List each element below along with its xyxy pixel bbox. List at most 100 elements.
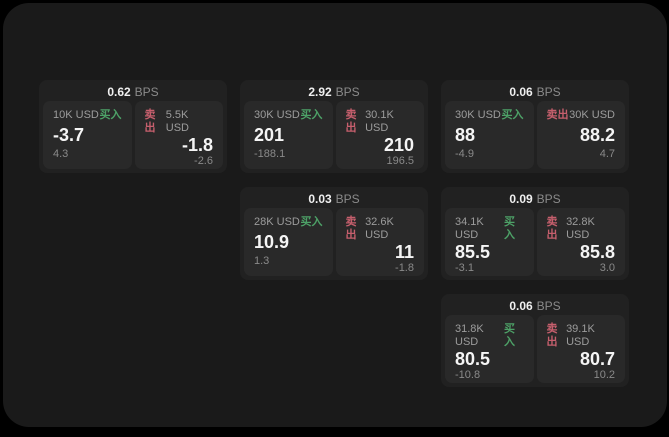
bps-value: 0.03 <box>308 192 332 206</box>
sell-quote-panel[interactable]: 卖出 32.8K USD 85.8 3.0 <box>536 208 625 276</box>
sell-notional: 32.8K USD <box>566 216 595 241</box>
sell-reference-value: 10.2 <box>593 369 615 381</box>
bps-unit-label: BPS <box>536 299 561 313</box>
bps-header: 2.92 BPS <box>244 84 424 101</box>
sell-quote-panel[interactable]: 卖出 30.1K USD 210 196.5 <box>335 101 424 169</box>
bps-header: 0.09 BPS <box>445 191 625 208</box>
buy-quote-panel[interactable]: 34.1K USD 买入 85.5 -3.1 <box>445 208 534 276</box>
buy-reference-value: -188.1 <box>254 148 286 160</box>
sell-quote-panel[interactable]: 卖出 39.1K USD 80.7 10.2 <box>536 315 625 383</box>
sell-reference-value: 4.7 <box>599 148 615 160</box>
sell-reference-value: 196.5 <box>386 155 414 167</box>
bps-unit-label: BPS <box>536 85 561 99</box>
sell-panel-top: 卖出 30K USD <box>547 109 616 122</box>
quote-card: 2.92 BPS 30K USD 买入 201 -188.1 卖出 30.1K … <box>240 80 428 173</box>
sell-quote-panel[interactable]: 卖出 5.5K USD -1.8 -2.6 <box>134 101 223 169</box>
app-window: 0.62 BPS 10K USD 买入 -3.7 4.3 卖出 5.5K USD <box>3 3 667 427</box>
buy-price: 88 <box>455 125 476 145</box>
sell-side-label: 卖出 <box>345 109 357 134</box>
bps-header: 0.62 BPS <box>43 84 223 101</box>
buy-notional: 30K USD <box>455 109 501 121</box>
quote-panels: 28K USD 买入 10.9 1.3 卖出 32.6K USD 11 -1.8 <box>244 208 424 276</box>
sell-side-label: 卖出 <box>345 216 357 241</box>
buy-price: 85.5 <box>455 242 491 262</box>
buy-side-label: 买入 <box>503 216 515 241</box>
quote-panels: 34.1K USD 买入 85.5 -3.1 卖出 32.8K USD 85.8… <box>445 208 625 276</box>
bps-value: 0.09 <box>509 192 533 206</box>
sell-price: 80.7 <box>579 349 615 369</box>
buy-side-label: 买入 <box>501 109 524 121</box>
buy-side-label: 买入 <box>99 109 122 121</box>
sell-notional: 30K USD <box>569 109 615 121</box>
sell-panel-top: 卖出 32.8K USD <box>547 216 616 242</box>
buy-price: -3.7 <box>53 125 85 145</box>
sell-reference-value: -1.8 <box>395 262 414 274</box>
buy-notional: 34.1K USD <box>455 216 484 241</box>
sell-quote-panel[interactable]: 卖出 30K USD 88.2 4.7 <box>536 101 625 169</box>
sell-notional: 5.5K USD <box>165 109 189 134</box>
buy-quote-panel[interactable]: 28K USD 买入 10.9 1.3 <box>244 208 333 276</box>
buy-reference-value: -4.9 <box>455 148 474 160</box>
quote-panels: 10K USD 买入 -3.7 4.3 卖出 5.5K USD -1.8 -2.… <box>43 101 223 169</box>
quote-card: 0.06 BPS 30K USD 买入 88 -4.9 卖出 30K USD <box>441 80 629 173</box>
quote-card: 0.03 BPS 28K USD 买入 10.9 1.3 卖出 32.6K US… <box>240 187 428 280</box>
buy-price: 201 <box>254 125 285 145</box>
buy-quote-panel[interactable]: 31.8K USD 买入 80.5 -10.8 <box>445 315 534 383</box>
bps-header: 0.06 BPS <box>445 84 625 101</box>
bps-unit-label: BPS <box>536 192 561 206</box>
buy-notional: 30K USD <box>254 109 300 121</box>
quote-panels: 30K USD 买入 201 -188.1 卖出 30.1K USD 210 1… <box>244 101 424 169</box>
sell-panel-top: 卖出 32.6K USD <box>346 216 415 242</box>
buy-panel-top: 10K USD 买入 <box>53 109 122 122</box>
sell-price: 210 <box>383 135 414 155</box>
buy-panel-top: 30K USD 买入 <box>455 109 524 122</box>
buy-notional: 31.8K USD <box>455 323 484 348</box>
quote-panels: 31.8K USD 买入 80.5 -10.8 卖出 39.1K USD 80.… <box>445 315 625 383</box>
bps-header: 0.03 BPS <box>244 191 424 208</box>
sell-price: 11 <box>394 242 414 262</box>
sell-panel-top: 卖出 30.1K USD <box>346 109 415 135</box>
sell-notional: 32.6K USD <box>365 216 394 241</box>
buy-reference-value: -10.8 <box>455 369 481 381</box>
sell-side-label: 卖出 <box>546 216 558 241</box>
bps-unit-label: BPS <box>134 85 159 99</box>
bps-value: 0.62 <box>107 85 131 99</box>
sell-quote-panel[interactable]: 卖出 32.6K USD 11 -1.8 <box>335 208 424 276</box>
buy-quote-panel[interactable]: 10K USD 买入 -3.7 4.3 <box>43 101 132 169</box>
buy-side-label: 买入 <box>300 109 323 121</box>
buy-notional: 10K USD <box>53 109 99 121</box>
buy-panel-top: 30K USD 买入 <box>254 109 323 122</box>
sell-panel-top: 卖出 39.1K USD <box>547 323 616 349</box>
buy-panel-top: 28K USD 买入 <box>254 216 323 229</box>
quote-card: 0.62 BPS 10K USD 买入 -3.7 4.3 卖出 5.5K USD <box>39 80 227 173</box>
buy-side-label: 买入 <box>503 323 515 348</box>
buy-price: 80.5 <box>455 349 491 369</box>
buy-price: 10.9 <box>254 232 290 252</box>
buy-notional: 28K USD <box>254 216 300 228</box>
bps-unit-label: BPS <box>335 85 360 99</box>
buy-quote-panel[interactable]: 30K USD 买入 201 -188.1 <box>244 101 333 169</box>
buy-panel-top: 31.8K USD 买入 <box>455 323 524 349</box>
buy-reference-value: 1.3 <box>254 255 270 267</box>
sell-notional: 39.1K USD <box>566 323 595 348</box>
sell-reference-value: 3.0 <box>599 262 615 274</box>
quote-panels: 30K USD 买入 88 -4.9 卖出 30K USD 88.2 4.7 <box>445 101 625 169</box>
buy-reference-value: 4.3 <box>53 148 69 160</box>
buy-quote-panel[interactable]: 30K USD 买入 88 -4.9 <box>445 101 534 169</box>
quote-card: 0.06 BPS 31.8K USD 买入 80.5 -10.8 卖出 39.1… <box>441 294 629 387</box>
bps-header: 0.06 BPS <box>445 298 625 315</box>
bps-value: 2.92 <box>308 85 332 99</box>
buy-panel-top: 34.1K USD 买入 <box>455 216 524 242</box>
buy-reference-value: -3.1 <box>455 262 474 274</box>
sell-price: -1.8 <box>181 135 213 155</box>
sell-panel-top: 卖出 5.5K USD <box>145 109 214 135</box>
sell-reference-value: -2.6 <box>194 155 213 167</box>
bps-unit-label: BPS <box>335 192 360 206</box>
buy-side-label: 买入 <box>300 216 323 228</box>
sell-notional: 30.1K USD <box>365 109 394 134</box>
quote-card-grid: 0.62 BPS 10K USD 买入 -3.7 4.3 卖出 5.5K USD <box>39 80 629 387</box>
bps-value: 0.06 <box>509 299 533 313</box>
sell-side-label: 卖出 <box>546 323 558 348</box>
bps-value: 0.06 <box>509 85 533 99</box>
sell-price: 85.8 <box>579 242 615 262</box>
